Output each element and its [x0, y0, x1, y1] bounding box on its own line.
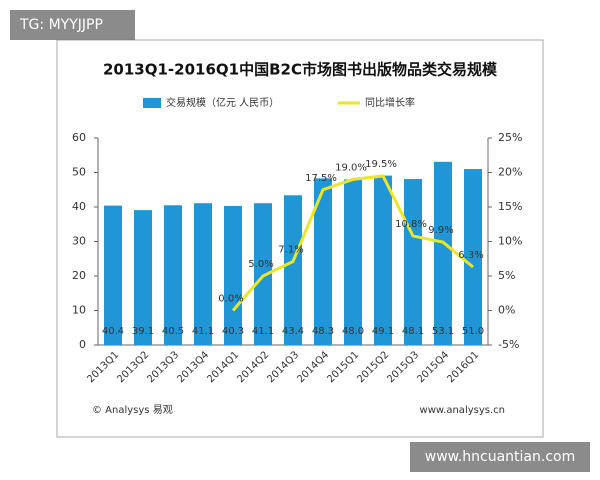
footer-right: www.analysys.cn — [420, 405, 505, 416]
y-tick-label: 10 — [72, 304, 86, 317]
y-tick-label: 50 — [72, 166, 86, 179]
bar-value-label: 40.4 — [102, 326, 124, 337]
line-value-label: 5.0% — [248, 259, 273, 270]
legend-swatch — [143, 98, 161, 108]
bar — [134, 210, 152, 345]
bar — [284, 195, 302, 345]
watermark-box — [10, 10, 135, 40]
y2-tick-label: -5% — [498, 338, 519, 351]
bar — [254, 203, 272, 345]
legend-label: 同比增长率 — [365, 96, 415, 109]
y2-tick-label: 15% — [498, 200, 522, 213]
y2-tick-label: 10% — [498, 235, 522, 248]
line-value-label: 6.3% — [458, 250, 483, 261]
watermark-box — [410, 442, 590, 472]
line-value-label: 7.1% — [278, 245, 303, 256]
bar-value-label: 48.0 — [342, 326, 364, 337]
line-value-label: 17.5% — [305, 173, 337, 184]
y2-tick-label: 25% — [498, 131, 522, 144]
y-tick-label: 30 — [72, 235, 86, 248]
bar-value-label: 51.0 — [462, 326, 484, 337]
line-value-label: 10.8% — [395, 219, 427, 230]
y-tick-label: 60 — [72, 131, 86, 144]
bar — [194, 203, 212, 345]
bar-value-label: 41.1 — [192, 326, 214, 337]
y2-tick-label: 0% — [498, 304, 515, 317]
y2-tick-label: 5% — [498, 269, 515, 282]
legend-label: 交易规模（亿元 人民币） — [166, 96, 279, 109]
y-tick-label: 0 — [79, 338, 86, 351]
line-value-label: 9.9% — [428, 225, 453, 236]
watermark: www.hncuantian.com — [425, 449, 575, 465]
y-tick-label: 20 — [72, 269, 86, 282]
y2-tick-label: 20% — [498, 166, 522, 179]
bar-value-label: 43.4 — [282, 326, 304, 337]
bar-value-label: 41.1 — [252, 326, 274, 337]
bar — [104, 205, 122, 345]
bar — [224, 205, 242, 345]
footer-left: © Analysys 易观 — [92, 404, 173, 416]
bar — [464, 169, 482, 345]
bar-value-label: 53.1 — [432, 326, 454, 337]
bar-value-label: 40.3 — [222, 326, 244, 337]
watermark: TG: MYYJJPP — [19, 17, 103, 33]
bar — [344, 179, 362, 345]
line-value-label: 0.0% — [218, 294, 243, 305]
bar — [404, 179, 422, 345]
bar-value-label: 49.1 — [372, 326, 394, 337]
bar — [434, 161, 452, 345]
bar-value-label: 48.1 — [402, 326, 424, 337]
line-value-label: 19.0% — [335, 162, 367, 173]
bar-value-label: 40.5 — [162, 326, 184, 337]
bar-value-label: 39.1 — [132, 326, 154, 337]
bar — [164, 205, 182, 345]
bar-value-label: 48.3 — [312, 326, 334, 337]
chart-title: 2013Q1-2016Q1中国B2C市场图书出版物品类交易规模 — [103, 61, 498, 79]
bar — [314, 178, 332, 345]
line — [231, 174, 474, 312]
line-value-label: 19.5% — [365, 159, 397, 170]
bar — [374, 175, 392, 345]
y-tick-label: 40 — [72, 200, 86, 213]
